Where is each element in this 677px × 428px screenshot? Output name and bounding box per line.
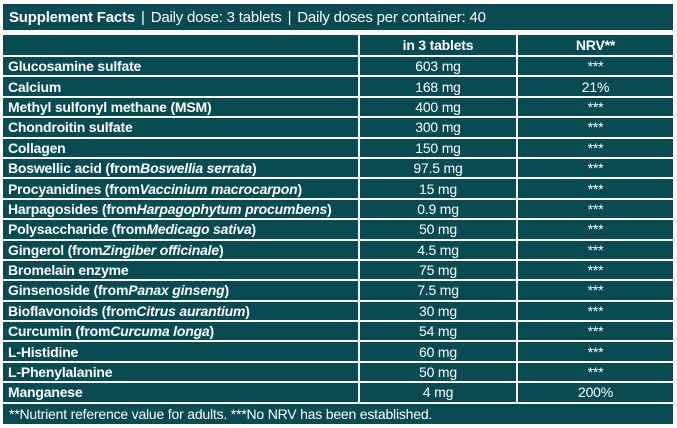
ingredient-name-cell: Bioflavonoids (from Citrus aurantium)	[3, 301, 358, 321]
ingredient-nrv-cell: ***	[518, 362, 673, 382]
title-separator: |	[141, 8, 145, 26]
footnote-text: **Nutrient reference value for adults. *…	[9, 405, 433, 422]
ingredient-name-cell: Curcumin (from Curcuma longa)	[3, 322, 358, 341]
ingredient-name-cell: Polysaccharide (from Medicago sativa)	[3, 220, 358, 239]
column-header-amount: in 3 tablets	[360, 35, 516, 55]
ingredient-name-cell: Glucosamine sulfate	[3, 57, 358, 76]
ingredient-amount-cell: 150 mg	[360, 138, 516, 157]
ingredient-amount-cell: 30 mg	[360, 301, 516, 321]
ingredient-name-cell: Gingerol (from Zingiber officinale)	[3, 240, 358, 259]
label-title: Supplement Facts	[9, 8, 135, 26]
ingredient-nrv-cell: ***	[518, 342, 673, 361]
footnote-bar: **Nutrient reference value for adults. *…	[3, 403, 673, 424]
ingredient-nrv-cell: ***	[518, 260, 673, 280]
ingredient-nrv-cell: ***	[518, 281, 673, 300]
ingredient-amount-cell: 4.5 mg	[360, 240, 516, 259]
ingredient-name-cell: Calcium	[3, 77, 358, 96]
ingredient-nrv-cell: 200%	[518, 383, 673, 402]
ingredient-amount-cell: 50 mg	[360, 220, 516, 239]
ingredient-name-cell: Methyl sulfonyl methane (MSM)	[3, 97, 358, 117]
column-header-nrv: NRV**	[518, 35, 673, 55]
ingredient-name-cell: L-Phenylalanine	[3, 362, 358, 382]
ingredient-nrv-cell: ***	[518, 158, 673, 178]
ingredient-nrv-cell: ***	[518, 97, 673, 117]
ingredient-name-cell: Collagen	[3, 138, 358, 157]
ingredient-amount-cell: 54 mg	[360, 322, 516, 341]
title-bar: Supplement Facts | Daily dose: 3 tablets…	[3, 4, 673, 30]
ingredient-amount-cell: 4 mg	[360, 383, 516, 402]
ingredient-nrv-cell: 21%	[518, 77, 673, 96]
ingredient-name-cell: Ginsenoside (from Panax ginseng)	[3, 281, 358, 300]
ingredient-nrv-cell: ***	[518, 301, 673, 321]
ingredient-amount-cell: 400 mg	[360, 97, 516, 117]
ingredient-name-cell: Harpagosides (from Harpagophytum procumb…	[3, 199, 358, 219]
ingredient-nrv-cell: ***	[518, 220, 673, 239]
ingredient-name-cell: Chondroitin sulfate	[3, 118, 358, 137]
title-separator-2: |	[287, 8, 292, 26]
ingredient-name-cell: Procyanidines (from Vaccinium macrocarpo…	[3, 179, 358, 198]
ingredient-nrv-cell: ***	[518, 179, 673, 198]
ingredient-amount-cell: 60 mg	[360, 342, 516, 361]
ingredient-amount-cell: 97.5 mg	[360, 158, 516, 178]
ingredient-name-cell: Bromelain enzyme	[3, 260, 358, 280]
ingredient-nrv-cell: ***	[518, 57, 673, 76]
ingredient-amount-cell: 603 mg	[360, 57, 516, 76]
ingredient-name-cell: L-Histidine	[3, 342, 358, 361]
daily-dose-text: Daily dose: 3 tablets	[150, 8, 282, 26]
ingredient-nrv-cell: ***	[518, 240, 673, 259]
ingredient-nrv-cell: ***	[518, 199, 673, 219]
column-header-name	[3, 35, 358, 55]
ingredient-nrv-cell: ***	[518, 322, 673, 341]
ingredient-name-cell: Boswellic acid (from Boswellia serrata)	[3, 158, 358, 178]
doses-per-container-text: Daily doses per container: 40	[297, 8, 486, 26]
ingredient-amount-cell: 7.5 mg	[360, 281, 516, 300]
ingredient-amount-cell: 0.9 mg	[360, 199, 516, 219]
facts-table: in 3 tablets NRV** Glucosamine sulfate 6…	[3, 35, 673, 402]
ingredient-amount-cell: 75 mg	[360, 260, 516, 280]
ingredient-nrv-cell: ***	[518, 138, 673, 157]
ingredient-amount-cell: 50 mg	[360, 362, 516, 382]
ingredient-nrv-cell: ***	[518, 118, 673, 137]
ingredient-name-cell: Manganese	[3, 383, 358, 402]
ingredient-amount-cell: 300 mg	[360, 118, 516, 137]
ingredient-amount-cell: 15 mg	[360, 179, 516, 198]
ingredient-amount-cell: 168 mg	[360, 77, 516, 96]
